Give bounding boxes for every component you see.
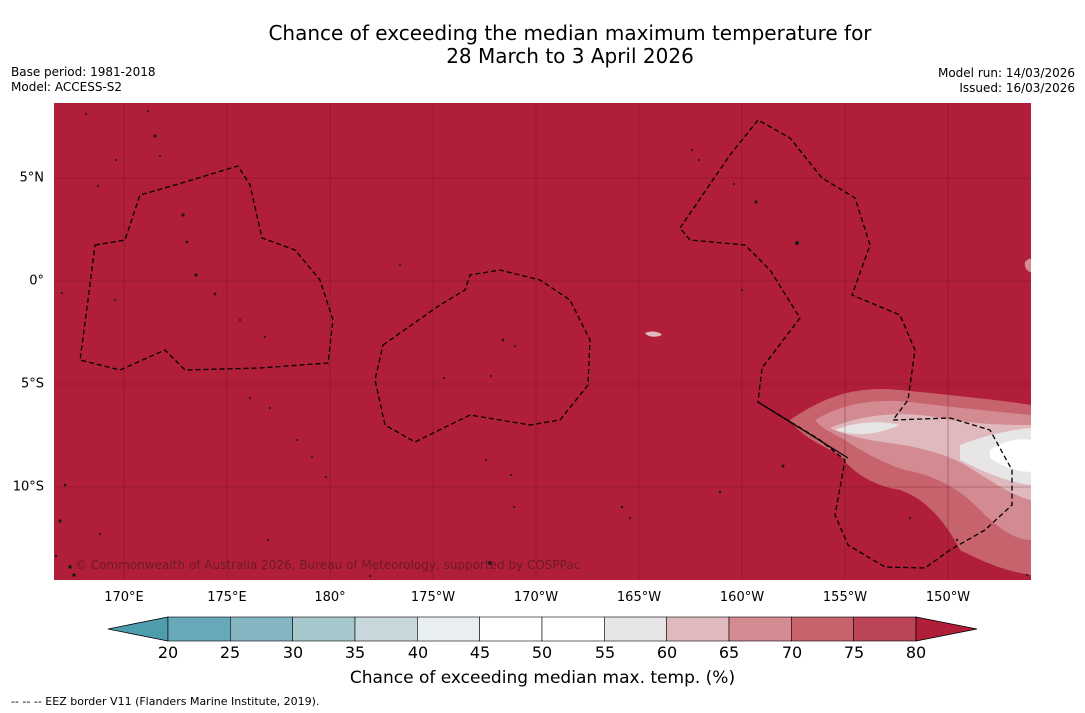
lon-label: 170°E [104, 590, 144, 605]
colorbar-tick-label: 55 [594, 643, 616, 662]
colorbar-tick-label: 70 [781, 643, 803, 662]
colorbar-tick-label: 65 [718, 643, 740, 662]
colorbar-tick-label: 35 [344, 643, 366, 662]
eez-solid-segment [757, 401, 849, 459]
base-period: Base period: 1981-2018 [11, 65, 156, 79]
map-title: Chance of exceeding the median maximum t… [0, 22, 1085, 68]
anomaly-region [645, 258, 1031, 575]
colorbar [107, 616, 978, 642]
lat-label: 5°S [20, 376, 44, 392]
lon-label: 175°W [410, 590, 456, 605]
colorbar-segment [853, 616, 917, 642]
meta-right: Model run: 14/03/2026 Issued: 16/03/2026 [938, 66, 1075, 96]
colorbar-tick-label: 80 [905, 643, 927, 662]
lon-label: 165°W [616, 590, 662, 605]
colorbar-tick-label: 45 [469, 643, 491, 662]
meta-left: Base period: 1981-2018 Model: ACCESS-S2 [11, 65, 156, 95]
colorbar-segment [666, 616, 730, 642]
eez-kiribati-line [679, 119, 1013, 569]
colorbar-high-extension [915, 616, 978, 642]
model-run: Model run: 14/03/2026 [937, 66, 1075, 80]
title-line-1: Chance of exceeding the median maximum t… [268, 21, 872, 45]
model-name: Model: ACCESS-S2 [11, 80, 123, 94]
colorbar-tick-label: 60 [656, 643, 678, 662]
lon-label: 175°E [207, 590, 247, 605]
lon-label: 180° [314, 590, 346, 605]
colorbar-segment [604, 616, 667, 642]
title-line-2: 28 March to 3 April 2026 [446, 44, 694, 68]
colorbar-segment [167, 616, 231, 642]
colorbar-segment [417, 616, 480, 642]
lat-label: 0° [29, 273, 44, 289]
colorbar-segment [728, 616, 792, 642]
colorbar-segment [230, 616, 293, 642]
lon-label: 170°W [513, 590, 559, 605]
lon-label: 150°W [925, 590, 971, 605]
lon-label: 155°W [822, 590, 868, 605]
issued-date: Issued: 16/03/2026 [959, 81, 1075, 95]
colorbar-tick-label: 40 [407, 643, 429, 662]
islands [54, 110, 1028, 577]
eez-kiribati-phoenix [374, 269, 591, 443]
colorbar-tick-label: 30 [282, 643, 304, 662]
colorbar-title: Chance of exceeding median max. temp. (%… [349, 668, 736, 688]
colorbar-tick-label: 50 [531, 643, 553, 662]
colorbar-tick-label: 25 [219, 643, 241, 662]
lat-label: 10°S [12, 479, 44, 495]
copyright-credit: © Commonwealth of Australia 2026, Bureau… [75, 558, 581, 572]
eez-kiribati-gilbert [79, 165, 334, 371]
colorbar-low-extension [107, 616, 169, 642]
eez-borders [79, 119, 1013, 569]
colorbar-segment [791, 616, 854, 642]
map-background [54, 103, 1031, 580]
colorbar-segment [292, 616, 356, 642]
colorbar-segment [354, 616, 418, 642]
colorbar-tick-label: 75 [843, 643, 865, 662]
colorbar-segment [541, 616, 605, 642]
lat-label: 5°N [19, 170, 45, 186]
colorbar-segment [479, 616, 543, 642]
footer-legend: -- -- -- EEZ border V11 (Flanders Marine… [11, 695, 320, 708]
colorbar-tick-label: 20 [157, 643, 179, 662]
lon-label: 160°W [719, 590, 765, 605]
